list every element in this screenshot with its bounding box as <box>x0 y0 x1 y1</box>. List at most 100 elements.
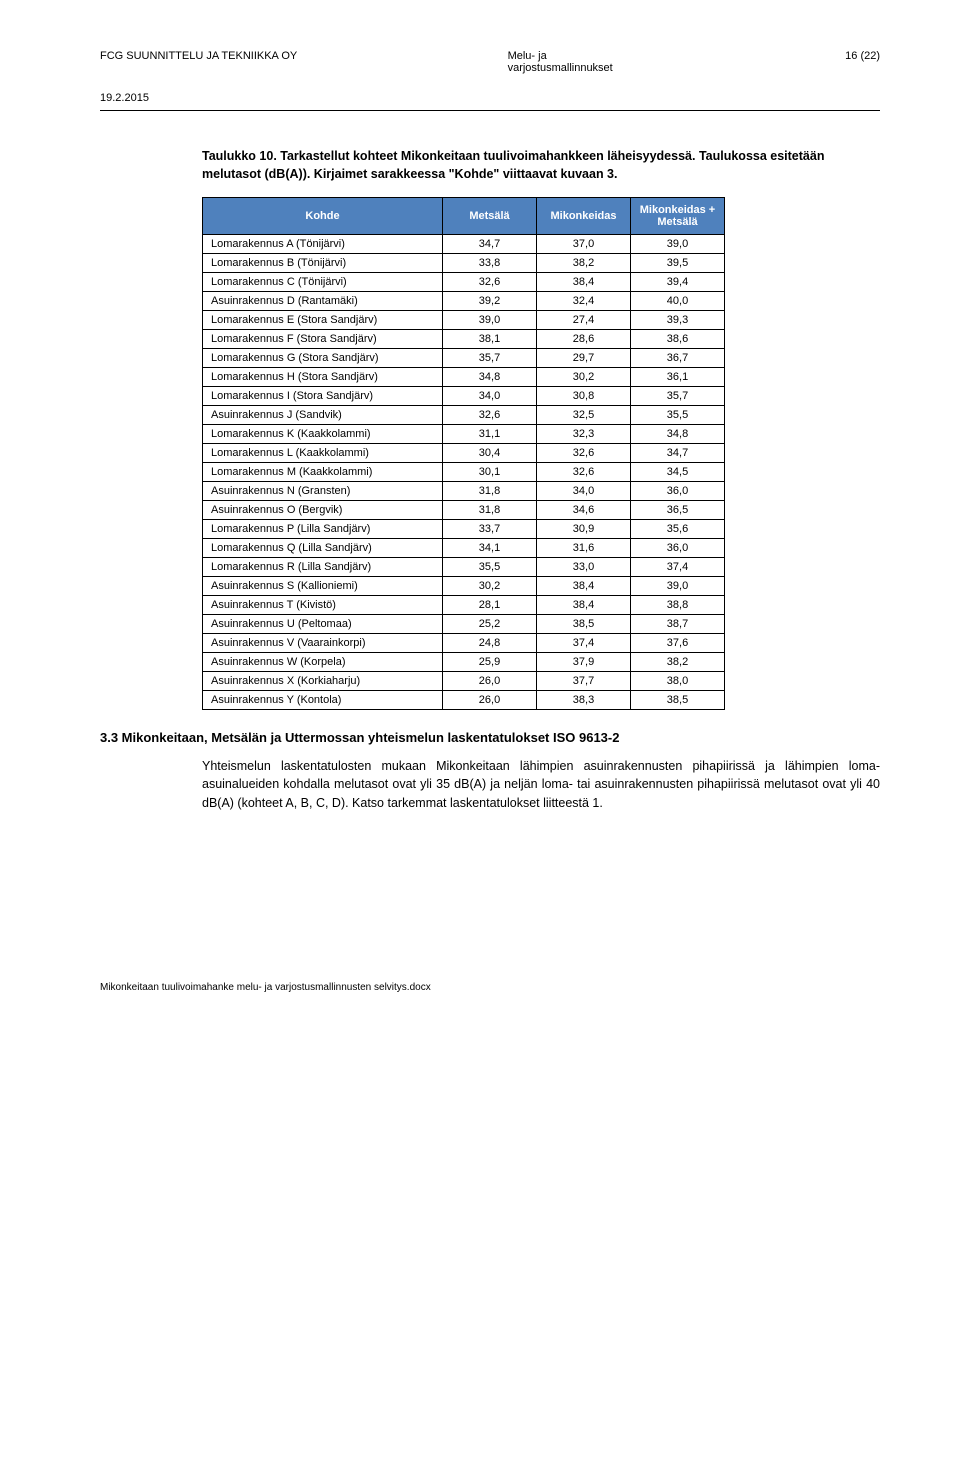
cell-value: 27,4 <box>537 311 631 330</box>
cell-value: 32,6 <box>443 273 537 292</box>
cell-kohde: Lomarakennus F (Stora Sandjärv) <box>203 330 443 349</box>
cell-kohde: Asuinrakennus X (Korkiaharju) <box>203 672 443 691</box>
section-paragraph: Yhteismelun laskentatulosten mukaan Miko… <box>202 757 880 811</box>
cell-value: 37,6 <box>631 634 725 653</box>
cell-value: 37,7 <box>537 672 631 691</box>
table-caption: Taulukko 10. Tarkastellut kohteet Mikonk… <box>202 147 880 183</box>
cell-value: 35,7 <box>443 349 537 368</box>
cell-value: 36,0 <box>631 539 725 558</box>
cell-value: 35,5 <box>443 558 537 577</box>
cell-kohde: Lomarakennus L (Kaakkolammi) <box>203 444 443 463</box>
header-page-indicator: 16 (22) <box>845 50 880 74</box>
cell-kohde: Lomarakennus C (Tönijärvi) <box>203 273 443 292</box>
cell-value: 32,6 <box>537 444 631 463</box>
cell-value: 38,2 <box>537 254 631 273</box>
cell-value: 35,7 <box>631 387 725 406</box>
cell-kohde: Lomarakennus A (Tönijärvi) <box>203 235 443 254</box>
table-row: Lomarakennus M (Kaakkolammi)30,132,634,5 <box>203 463 725 482</box>
cell-value: 36,5 <box>631 501 725 520</box>
cell-kohde: Asuinrakennus Y (Kontola) <box>203 691 443 710</box>
table-row: Asuinrakennus X (Korkiaharju)26,037,738,… <box>203 672 725 691</box>
table-row: Lomarakennus K (Kaakkolammi)31,132,334,8 <box>203 425 725 444</box>
table-row: Lomarakennus R (Lilla Sandjärv)35,533,03… <box>203 558 725 577</box>
cell-value: 35,5 <box>631 406 725 425</box>
cell-kohde: Lomarakennus Q (Lilla Sandjärv) <box>203 539 443 558</box>
cell-value: 38,1 <box>443 330 537 349</box>
cell-value: 31,6 <box>537 539 631 558</box>
cell-value: 38,5 <box>631 691 725 710</box>
cell-value: 38,5 <box>537 615 631 634</box>
cell-value: 35,6 <box>631 520 725 539</box>
cell-kohde: Lomarakennus K (Kaakkolammi) <box>203 425 443 444</box>
cell-value: 33,8 <box>443 254 537 273</box>
cell-value: 34,7 <box>443 235 537 254</box>
cell-value: 38,4 <box>537 577 631 596</box>
table-row: Asuinrakennus O (Bergvik)31,834,636,5 <box>203 501 725 520</box>
cell-value: 31,8 <box>443 501 537 520</box>
cell-value: 30,8 <box>537 387 631 406</box>
header-divider <box>100 110 880 111</box>
header-doc-title-line1: Melu- ja <box>508 50 547 62</box>
cell-value: 39,0 <box>631 577 725 596</box>
cell-value: 38,6 <box>631 330 725 349</box>
cell-value: 37,9 <box>537 653 631 672</box>
cell-value: 34,6 <box>537 501 631 520</box>
cell-value: 34,1 <box>443 539 537 558</box>
cell-value: 39,0 <box>631 235 725 254</box>
cell-value: 32,6 <box>443 406 537 425</box>
table-row: Asuinrakennus S (Kallioniemi)30,238,439,… <box>203 577 725 596</box>
table-row: Asuinrakennus D (Rantamäki)39,232,440,0 <box>203 292 725 311</box>
cell-value: 30,2 <box>537 368 631 387</box>
table-row: Lomarakennus C (Tönijärvi)32,638,439,4 <box>203 273 725 292</box>
col-header-combined: Mikonkeidas + Metsälä <box>631 198 725 235</box>
cell-value: 36,1 <box>631 368 725 387</box>
cell-value: 39,0 <box>443 311 537 330</box>
cell-value: 34,0 <box>537 482 631 501</box>
cell-kohde: Lomarakennus H (Stora Sandjärv) <box>203 368 443 387</box>
cell-value: 26,0 <box>443 691 537 710</box>
table-row: Lomarakennus E (Stora Sandjärv)39,027,43… <box>203 311 725 330</box>
cell-kohde: Asuinrakennus D (Rantamäki) <box>203 292 443 311</box>
cell-value: 32,3 <box>537 425 631 444</box>
cell-value: 31,8 <box>443 482 537 501</box>
cell-value: 39,4 <box>631 273 725 292</box>
table-row: Lomarakennus L (Kaakkolammi)30,432,634,7 <box>203 444 725 463</box>
table-row: Lomarakennus I (Stora Sandjärv)34,030,83… <box>203 387 725 406</box>
cell-value: 39,5 <box>631 254 725 273</box>
cell-value: 34,8 <box>443 368 537 387</box>
cell-value: 37,4 <box>537 634 631 653</box>
table-row: Lomarakennus B (Tönijärvi)33,838,239,5 <box>203 254 725 273</box>
cell-value: 25,2 <box>443 615 537 634</box>
cell-value: 32,6 <box>537 463 631 482</box>
cell-value: 30,9 <box>537 520 631 539</box>
cell-value: 39,2 <box>443 292 537 311</box>
table-row: Asuinrakennus Y (Kontola)26,038,338,5 <box>203 691 725 710</box>
table-header-row: Kohde Metsälä Mikonkeidas Mikonkeidas + … <box>203 198 725 235</box>
cell-kohde: Lomarakennus R (Lilla Sandjärv) <box>203 558 443 577</box>
table-row: Asuinrakennus J (Sandvik)32,632,535,5 <box>203 406 725 425</box>
cell-kohde: Asuinrakennus O (Bergvik) <box>203 501 443 520</box>
col-header-mikonkeidas: Mikonkeidas <box>537 198 631 235</box>
cell-kohde: Lomarakennus M (Kaakkolammi) <box>203 463 443 482</box>
cell-value: 34,5 <box>631 463 725 482</box>
page-footer: Mikonkeitaan tuulivoimahanke melu- ja va… <box>100 982 880 993</box>
table-row: Asuinrakennus V (Vaarainkorpi)24,837,437… <box>203 634 725 653</box>
cell-value: 31,1 <box>443 425 537 444</box>
cell-value: 37,0 <box>537 235 631 254</box>
table-row: Lomarakennus A (Tönijärvi)34,737,039,0 <box>203 235 725 254</box>
cell-value: 38,3 <box>537 691 631 710</box>
header-doc-title-line2: varjostusmallinnukset <box>508 62 613 74</box>
cell-value: 30,4 <box>443 444 537 463</box>
cell-value: 38,2 <box>631 653 725 672</box>
cell-value: 25,9 <box>443 653 537 672</box>
header-date: 19.2.2015 <box>100 92 880 104</box>
table-row: Lomarakennus P (Lilla Sandjärv)33,730,93… <box>203 520 725 539</box>
cell-value: 38,0 <box>631 672 725 691</box>
cell-kohde: Lomarakennus E (Stora Sandjärv) <box>203 311 443 330</box>
cell-value: 32,5 <box>537 406 631 425</box>
cell-value: 39,3 <box>631 311 725 330</box>
cell-value: 36,7 <box>631 349 725 368</box>
section-heading: 3.3 Mikonkeitaan, Metsälän ja Uttermossa… <box>100 730 880 745</box>
col-header-kohde: Kohde <box>203 198 443 235</box>
cell-value: 36,0 <box>631 482 725 501</box>
